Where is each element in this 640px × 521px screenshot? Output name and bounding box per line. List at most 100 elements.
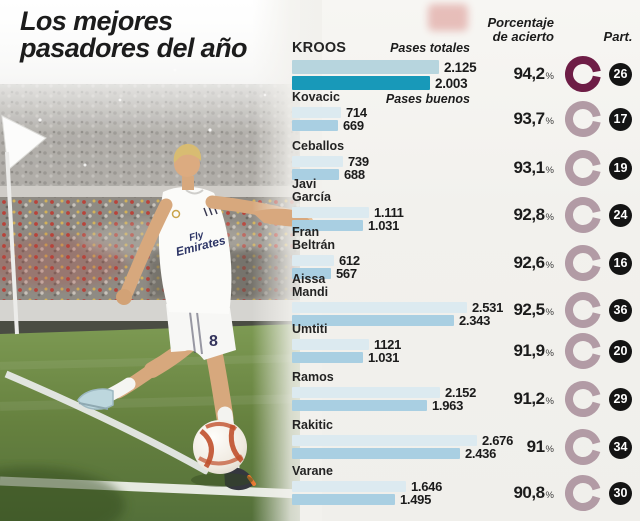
- title-line2: pasadores del año: [20, 33, 247, 63]
- matches-badge: 16: [609, 251, 632, 275]
- player-name: Umtiti: [292, 322, 328, 336]
- column-header-accuracy: Porcentaje de acierto: [488, 16, 554, 43]
- accuracy-value: 91%: [526, 437, 554, 456]
- player-shirt: [158, 186, 232, 314]
- standing-boot: [224, 466, 254, 491]
- player-row: KROOS 2.125 2.003 94,2% 26: [288, 40, 640, 92]
- accuracy-donut-icon: [565, 475, 601, 511]
- jersey-sponsor-line1: Fly: [188, 230, 205, 244]
- shorts-number-text: 8: [209, 333, 218, 350]
- accuracy-value: 94,2%: [513, 64, 554, 83]
- player-row: Fran Beltrán 612 567 92,6% 16: [288, 226, 640, 281]
- accuracy-value: 90,8%: [513, 483, 554, 502]
- good-passes-value: 669: [343, 118, 364, 133]
- total-passes-bar: [292, 435, 477, 446]
- corner-arc-line: [4, 370, 210, 476]
- player-name: Javi García: [292, 177, 331, 204]
- infographic-title: Los mejores pasadores del año: [20, 8, 247, 62]
- good-passes-bar: [292, 268, 331, 279]
- good-passes-bar: [292, 448, 460, 459]
- title-line1: Los mejores: [20, 6, 173, 36]
- accuracy-value: 92,6%: [513, 253, 554, 272]
- total-passes-value: 2.676: [482, 433, 514, 448]
- total-passes-value: 2.152: [445, 385, 477, 400]
- total-passes-value: 739: [348, 154, 369, 169]
- good-passes-value: 688: [344, 167, 365, 182]
- matches-badge: 30: [609, 481, 632, 505]
- total-passes-value: 1121: [374, 337, 402, 352]
- accuracy-donut-icon: [565, 381, 601, 417]
- accuracy-donut-icon: [565, 101, 601, 137]
- total-passes-bar: [292, 481, 406, 492]
- player-name: KROOS: [292, 40, 347, 56]
- good-passes-value: 2.436: [465, 446, 497, 461]
- good-passes-value: 2.343: [459, 313, 491, 328]
- good-passes-bar: [292, 76, 430, 90]
- player-row: Javi García 1.111 1.031 92,8% 24: [288, 177, 640, 233]
- accuracy-value: 93,7%: [513, 109, 554, 128]
- accuracy-donut-icon: [565, 150, 601, 186]
- accuracy-header-line1: Porcentaje: [487, 15, 554, 30]
- column-header-participation: Part.: [603, 29, 633, 44]
- player-row: Rakitic 2.676 2.436 91% 34: [288, 418, 640, 465]
- total-passes-bar: [292, 156, 343, 167]
- accuracy-value: 93,1%: [513, 158, 554, 177]
- good-passes-bar: [292, 120, 338, 131]
- player-row: Kovacic 714 669 93,7% 17: [288, 90, 640, 137]
- total-passes-bar: [292, 302, 467, 313]
- player-shorts: 8: [166, 304, 236, 360]
- player-name: Ramos: [292, 370, 334, 384]
- total-passes-value: 1.646: [411, 479, 443, 494]
- accuracy-donut-icon: [565, 245, 601, 281]
- player-name: Ceballos: [292, 139, 345, 153]
- good-passes-value: 2.003: [435, 75, 468, 91]
- player-name: Kovacic: [292, 90, 340, 104]
- total-passes-bar: [292, 107, 341, 118]
- total-passes-value: 612: [339, 253, 360, 268]
- accuracy-header-line2: de acierto: [492, 28, 554, 44]
- good-passes-value: 1.031: [368, 350, 400, 365]
- total-passes-bar: [292, 387, 440, 398]
- soccer-ball-icon: [191, 420, 253, 487]
- matches-badge: 17: [609, 107, 632, 131]
- accuracy-value: 92,8%: [513, 205, 554, 224]
- total-passes-bar: [292, 339, 369, 350]
- good-passes-bar: [292, 220, 363, 231]
- total-passes-value: 1.111: [374, 205, 404, 220]
- stadium-photo: 8 Fly Emirates: [0, 0, 300, 521]
- club-crest-icon: [171, 209, 181, 219]
- player-row: Aissa Mandi 2.531 2.343 92,5% 36: [288, 273, 640, 328]
- player-head: [174, 151, 200, 177]
- accuracy-value: 91,9%: [513, 341, 554, 360]
- matches-badge: 20: [609, 339, 632, 363]
- good-passes-bar: [292, 315, 454, 326]
- player-name: Rakitic: [292, 418, 333, 432]
- matches-badge: 36: [609, 298, 632, 322]
- total-passes-bar: [292, 207, 369, 218]
- total-passes-value: 2.531: [472, 300, 504, 315]
- player-row: Ceballos 739 688 93,1% 19: [288, 139, 640, 186]
- good-passes-value: 1.031: [368, 218, 400, 233]
- legend-total-passes: Pases totales: [390, 41, 470, 55]
- good-passes-bar: [292, 400, 427, 411]
- matches-badge: 34: [609, 435, 632, 459]
- player-row: Umtiti 1121 1.031 91,9% 20: [288, 322, 640, 369]
- player-row: Varane 1.646 1.495 90,8% 30: [288, 464, 640, 511]
- accuracy-donut-icon: [565, 292, 601, 328]
- accuracy-value: 92,5%: [513, 300, 554, 319]
- matches-badge: 19: [609, 156, 632, 180]
- good-passes-bar: [292, 494, 395, 505]
- matches-badge: 26: [609, 62, 632, 86]
- background-banner-blur: [428, 4, 468, 31]
- matches-badge: 29: [609, 387, 632, 411]
- accuracy-donut-icon: [565, 197, 601, 233]
- accuracy-donut-icon: [565, 56, 601, 92]
- player-row: Ramos 2.152 1.963 91,2% 29: [288, 370, 640, 417]
- total-passes-bar: [292, 255, 334, 266]
- good-passes-value: 567: [336, 266, 357, 281]
- player-name: Varane: [292, 464, 334, 478]
- player-figure: 8 Fly Emirates: [77, 143, 300, 491]
- total-passes-bar: [292, 60, 439, 74]
- legend-good-passes: Pases buenos: [385, 92, 470, 106]
- total-passes-value: 2.125: [444, 59, 477, 75]
